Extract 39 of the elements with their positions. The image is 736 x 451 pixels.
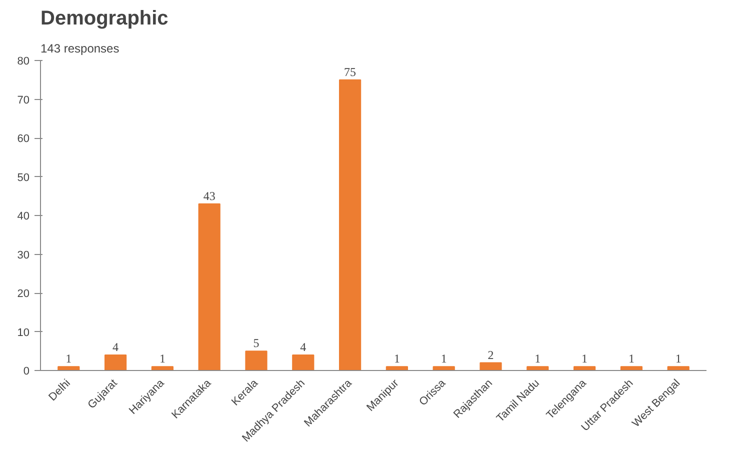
bar — [104, 354, 127, 370]
bar — [198, 203, 220, 370]
bar — [480, 362, 502, 370]
y-tick-label: 80 — [17, 56, 30, 68]
chart-title: Demographic — [40, 8, 168, 30]
data-label: 75 — [344, 64, 356, 79]
bar — [620, 366, 643, 370]
data-label: 1 — [534, 352, 541, 366]
bar — [245, 350, 268, 370]
data-label: 43 — [203, 188, 216, 203]
data-label: 1 — [675, 352, 682, 366]
data-label: 4 — [300, 340, 306, 354]
y-tick-label: 70 — [17, 94, 30, 106]
bar — [338, 79, 362, 370]
bar — [58, 366, 80, 370]
chart-subtitle: 143 responses — [40, 42, 120, 56]
bar — [526, 366, 549, 370]
y-tick-label: 40 — [17, 210, 30, 222]
data-label: 1 — [394, 352, 400, 366]
data-label: 1 — [628, 352, 634, 366]
data-label: 1 — [582, 352, 588, 366]
y-tick-label: 20 — [17, 288, 30, 300]
bar — [574, 366, 596, 370]
data-label: 4 — [112, 340, 119, 354]
data-label: 1 — [66, 352, 72, 366]
bar — [667, 366, 690, 370]
bar — [151, 366, 174, 370]
data-label: 2 — [488, 348, 494, 362]
y-tick-label: 60 — [17, 133, 30, 145]
bar — [292, 354, 314, 370]
bar — [432, 366, 455, 370]
y-tick-label: 10 — [17, 326, 30, 339]
data-label: 1 — [440, 352, 447, 366]
y-tick-label: 0 — [23, 366, 30, 378]
data-label: 5 — [253, 336, 260, 350]
y-tick-label: 50 — [17, 172, 30, 184]
bar — [386, 366, 408, 370]
y-tick-label: 30 — [17, 249, 30, 262]
data-label: 1 — [159, 352, 166, 366]
